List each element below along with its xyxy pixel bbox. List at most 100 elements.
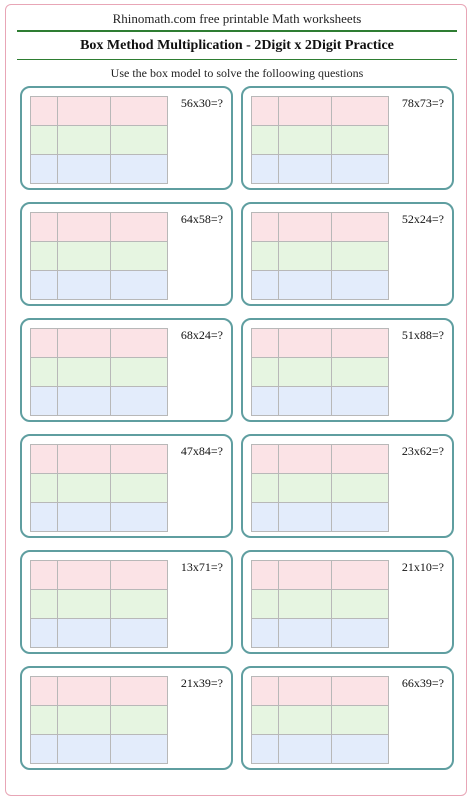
box-cell[interactable] xyxy=(58,387,111,415)
box-cell[interactable] xyxy=(279,706,332,735)
box-cell[interactable] xyxy=(111,271,167,299)
box-cell[interactable] xyxy=(31,706,58,735)
box-cell[interactable] xyxy=(58,329,111,358)
box-cell[interactable] xyxy=(31,503,58,531)
box-cell[interactable] xyxy=(279,590,332,619)
box-cell[interactable] xyxy=(332,242,388,271)
box-cell[interactable] xyxy=(58,735,111,763)
box-model-grid[interactable] xyxy=(30,444,168,532)
box-cell[interactable] xyxy=(111,329,167,358)
box-cell[interactable] xyxy=(58,155,111,183)
box-cell[interactable] xyxy=(31,561,58,590)
box-cell[interactable] xyxy=(58,677,111,706)
box-cell[interactable] xyxy=(332,445,388,474)
box-cell[interactable] xyxy=(111,503,167,531)
box-cell[interactable] xyxy=(31,213,58,242)
box-cell[interactable] xyxy=(58,706,111,735)
box-cell[interactable] xyxy=(252,213,279,242)
box-model-grid[interactable] xyxy=(251,96,389,184)
box-cell[interactable] xyxy=(111,242,167,271)
box-cell[interactable] xyxy=(58,445,111,474)
box-cell[interactable] xyxy=(31,445,58,474)
box-cell[interactable] xyxy=(111,213,167,242)
box-cell[interactable] xyxy=(111,445,167,474)
box-cell[interactable] xyxy=(58,242,111,271)
box-cell[interactable] xyxy=(58,213,111,242)
box-cell[interactable] xyxy=(111,358,167,387)
box-cell[interactable] xyxy=(332,213,388,242)
box-cell[interactable] xyxy=(252,706,279,735)
box-cell[interactable] xyxy=(332,329,388,358)
box-cell[interactable] xyxy=(252,126,279,155)
box-cell[interactable] xyxy=(58,503,111,531)
box-cell[interactable] xyxy=(279,561,332,590)
box-cell[interactable] xyxy=(58,126,111,155)
box-cell[interactable] xyxy=(31,474,58,503)
box-cell[interactable] xyxy=(332,474,388,503)
box-cell[interactable] xyxy=(58,619,111,647)
box-cell[interactable] xyxy=(279,126,332,155)
box-cell[interactable] xyxy=(58,590,111,619)
box-cell[interactable] xyxy=(252,503,279,531)
box-cell[interactable] xyxy=(252,242,279,271)
box-cell[interactable] xyxy=(252,387,279,415)
box-cell[interactable] xyxy=(111,126,167,155)
box-model-grid[interactable] xyxy=(30,96,168,184)
box-cell[interactable] xyxy=(31,387,58,415)
box-cell[interactable] xyxy=(332,387,388,415)
box-cell[interactable] xyxy=(332,619,388,647)
box-cell[interactable] xyxy=(279,619,332,647)
box-cell[interactable] xyxy=(58,97,111,126)
box-cell[interactable] xyxy=(279,329,332,358)
box-cell[interactable] xyxy=(111,735,167,763)
box-cell[interactable] xyxy=(332,126,388,155)
box-cell[interactable] xyxy=(332,735,388,763)
box-model-grid[interactable] xyxy=(30,676,168,764)
box-cell[interactable] xyxy=(31,329,58,358)
box-model-grid[interactable] xyxy=(30,560,168,648)
box-cell[interactable] xyxy=(111,474,167,503)
box-cell[interactable] xyxy=(279,387,332,415)
box-cell[interactable] xyxy=(279,97,332,126)
box-cell[interactable] xyxy=(332,503,388,531)
box-cell[interactable] xyxy=(31,271,58,299)
box-cell[interactable] xyxy=(332,155,388,183)
box-model-grid[interactable] xyxy=(251,560,389,648)
box-cell[interactable] xyxy=(279,735,332,763)
box-cell[interactable] xyxy=(252,677,279,706)
box-cell[interactable] xyxy=(279,242,332,271)
box-cell[interactable] xyxy=(252,329,279,358)
box-cell[interactable] xyxy=(279,213,332,242)
box-cell[interactable] xyxy=(111,590,167,619)
box-cell[interactable] xyxy=(279,155,332,183)
box-cell[interactable] xyxy=(111,155,167,183)
box-cell[interactable] xyxy=(58,474,111,503)
box-model-grid[interactable] xyxy=(251,444,389,532)
box-cell[interactable] xyxy=(279,358,332,387)
box-cell[interactable] xyxy=(332,561,388,590)
box-cell[interactable] xyxy=(279,677,332,706)
box-cell[interactable] xyxy=(31,97,58,126)
box-cell[interactable] xyxy=(332,358,388,387)
box-cell[interactable] xyxy=(31,126,58,155)
box-cell[interactable] xyxy=(58,561,111,590)
box-model-grid[interactable] xyxy=(30,212,168,300)
box-cell[interactable] xyxy=(332,271,388,299)
box-model-grid[interactable] xyxy=(30,328,168,416)
box-cell[interactable] xyxy=(252,155,279,183)
box-cell[interactable] xyxy=(252,561,279,590)
box-cell[interactable] xyxy=(332,97,388,126)
box-model-grid[interactable] xyxy=(251,212,389,300)
box-cell[interactable] xyxy=(252,271,279,299)
box-cell[interactable] xyxy=(252,445,279,474)
box-cell[interactable] xyxy=(111,619,167,647)
box-cell[interactable] xyxy=(279,445,332,474)
box-cell[interactable] xyxy=(252,735,279,763)
box-cell[interactable] xyxy=(31,735,58,763)
box-cell[interactable] xyxy=(279,503,332,531)
box-cell[interactable] xyxy=(58,358,111,387)
box-cell[interactable] xyxy=(252,97,279,126)
box-model-grid[interactable] xyxy=(251,676,389,764)
box-cell[interactable] xyxy=(252,590,279,619)
box-cell[interactable] xyxy=(31,358,58,387)
